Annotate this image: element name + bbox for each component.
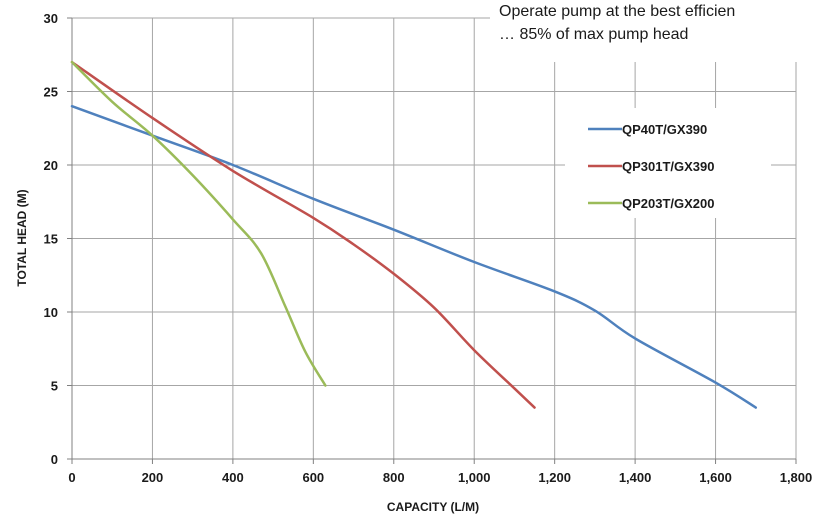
series-line-2 xyxy=(70,60,536,409)
legend-label-1: QP40T/GX390 xyxy=(622,122,707,137)
y-tick-label: 30 xyxy=(44,11,58,26)
x-tick-label: 1,600 xyxy=(699,470,732,485)
x-tick-label: 400 xyxy=(222,470,244,485)
annotation-line-2: … 85% of max pump head xyxy=(499,26,688,43)
series-line-3 xyxy=(70,60,327,387)
y-tick-label: 25 xyxy=(44,85,58,100)
y-axis-title: TOTAL HEAD (M) xyxy=(15,189,29,286)
y-tick-label: 20 xyxy=(44,158,58,173)
annotation-line-1: Operate pump at the best efficien xyxy=(499,3,735,20)
legend: QP40T/GX390 QP301T/GX390 QP203T/GX200 xyxy=(588,122,715,211)
x-axis-title: CAPACITY (L/M) xyxy=(387,500,479,514)
x-tick-label: 1,400 xyxy=(619,470,652,485)
x-tick-label: 1,000 xyxy=(458,470,491,485)
y-tick-label: 10 xyxy=(44,305,58,320)
axes xyxy=(67,17,797,464)
annotation-box xyxy=(490,0,826,62)
x-tick-label: 0 xyxy=(68,470,75,485)
y-tick-label: 0 xyxy=(51,452,58,467)
x-tick-label: 1,200 xyxy=(538,470,571,485)
legend-box xyxy=(565,108,771,218)
x-tick-label: 600 xyxy=(302,470,324,485)
tick-labels: 0 200 400 600 800 1,000 1,200 1,400 1,600 1,800 0 5… xyxy=(44,11,813,485)
x-tick-label: 800 xyxy=(383,470,405,485)
x-tick-label: 1,800 xyxy=(780,470,813,485)
x-tick-label: 200 xyxy=(142,470,164,485)
series-line-1 xyxy=(70,104,758,409)
legend-label-2: QP301T/GX390 xyxy=(622,159,715,174)
y-tick-label: 15 xyxy=(44,232,58,247)
y-tick-label: 5 xyxy=(51,379,58,394)
series-lines xyxy=(70,60,758,409)
legend-label-3: QP203T/GX200 xyxy=(622,196,715,211)
